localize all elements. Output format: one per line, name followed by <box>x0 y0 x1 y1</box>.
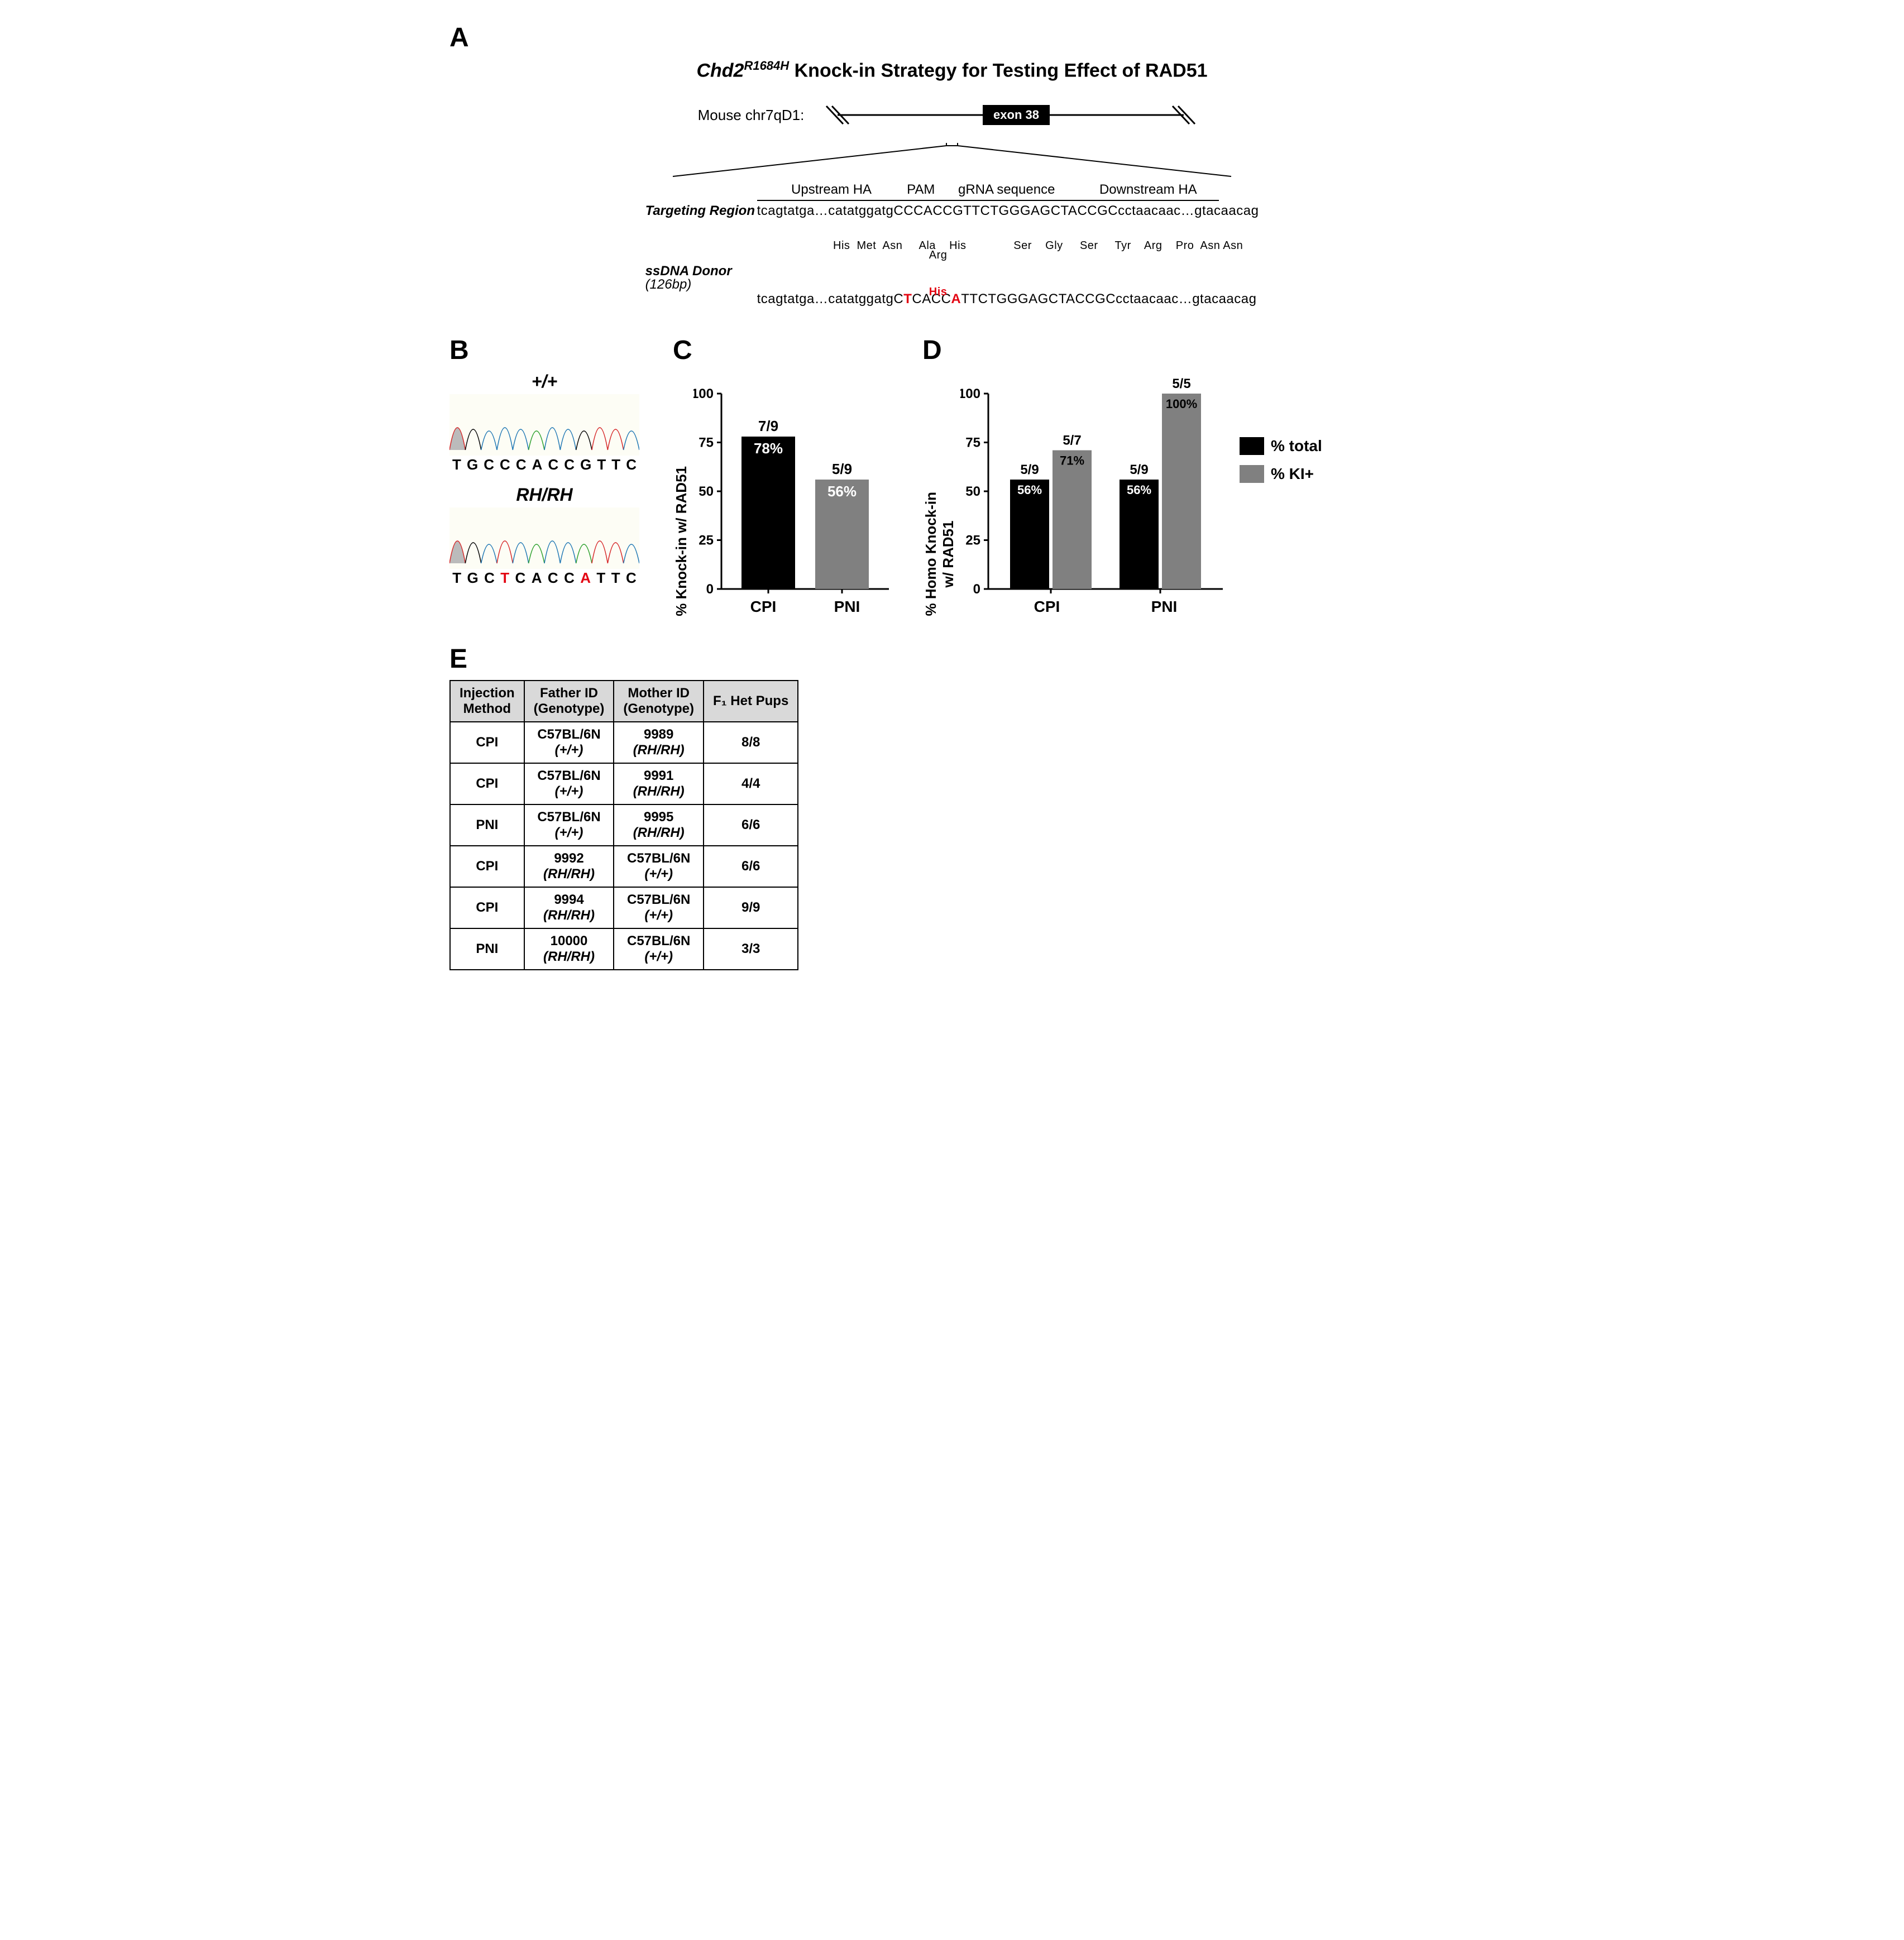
panel-c-label: C <box>673 335 889 366</box>
panel-e-label: E <box>449 644 1455 674</box>
chromatogram-rh-title: RH/RH <box>449 485 639 505</box>
legend-item: % total <box>1240 437 1322 455</box>
table-header: Mother ID(Genotype) <box>614 681 704 722</box>
svg-text:100%: 100% <box>1166 397 1197 411</box>
chromatogram-rh: RH/RH TGCTCACCATTC <box>449 485 639 587</box>
svg-text:7/9: 7/9 <box>758 418 778 434</box>
svg-text:25: 25 <box>965 533 980 548</box>
legend-item: % KI+ <box>1240 465 1322 483</box>
svg-text:5/5: 5/5 <box>1172 376 1190 391</box>
table-row: PNI C57BL/6N(+/+) 9995(RH/RH) 6/6 <box>450 804 798 846</box>
bracket-svg <box>561 143 1343 182</box>
svg-text:71%: 71% <box>1060 454 1084 468</box>
breeding-table: InjectionMethodFather ID(Genotype)Mother… <box>449 680 798 970</box>
svg-text:78%: 78% <box>754 440 783 457</box>
panel-a-title: Chd2R1684H Knock-in Strategy for Testing… <box>449 59 1455 82</box>
panel-b-label: B <box>449 335 639 366</box>
panel-d: D % Homo Knock-inw/ RAD51 0 25 50 75 100 5/9 5… <box>922 335 1322 616</box>
table-row: CPI C57BL/6N(+/+) 9989(RH/RH) 8/8 <box>450 722 798 763</box>
table-header: InjectionMethod <box>450 681 524 722</box>
chromosome-diagram: Mouse chr7qD1: exon 38 <box>449 98 1455 132</box>
table-row: CPI C57BL/6N(+/+) 9991(RH/RH) 4/4 <box>450 763 798 804</box>
svg-text:75: 75 <box>699 435 714 451</box>
svg-text:0: 0 <box>706 582 714 595</box>
panel-c: C % Knock-in w/ RAD51 0 25 50 75 100 7/9 78% 5/… <box>673 335 889 616</box>
panel-a-label: A <box>449 22 1455 53</box>
chart-d-ylabel: % Homo Knock-inw/ RAD51 <box>922 492 957 616</box>
chart-c-wrap: % Knock-in w/ RAD51 0 25 50 75 100 7/9 78% 5/9 5… <box>673 371 889 616</box>
svg-text:50: 50 <box>699 484 714 499</box>
table-row: PNI 10000(RH/RH) C57BL/6N(+/+) 3/3 <box>450 928 798 970</box>
chart-c-ylabel: % Knock-in w/ RAD51 <box>673 466 690 616</box>
chart-d: 02550751005/956%5/771%5/956%5/5100%CPIPN… <box>960 371 1223 616</box>
svg-text:56%: 56% <box>827 483 857 500</box>
table-header: Father ID(Genotype) <box>524 681 614 722</box>
svg-text:56%: 56% <box>1127 483 1151 497</box>
svg-text:5/9: 5/9 <box>1020 462 1039 477</box>
chromatogram-rh-plot: TGCTCACCATTC <box>449 507 639 587</box>
svg-text:0: 0 <box>973 582 980 595</box>
svg-text:56%: 56% <box>1017 483 1042 497</box>
chromosome-svg: exon 38 <box>815 98 1206 132</box>
chart-d-wrap: % Homo Knock-inw/ RAD51 0 25 50 75 100 5/9 56%… <box>922 371 1322 616</box>
svg-text:exon 38: exon 38 <box>993 108 1039 122</box>
figure-root: A Chd2R1684H Knock-in Strategy for Testi… <box>449 22 1455 970</box>
chart-d-legend: % total % KI+ <box>1240 437 1322 483</box>
panel-a: A Chd2R1684H Knock-in Strategy for Testi… <box>449 22 1455 307</box>
svg-text:25: 25 <box>699 533 714 548</box>
table-row: CPI 9992(RH/RH) C57BL/6N(+/+) 6/6 <box>450 846 798 887</box>
svg-text:5/9: 5/9 <box>832 461 852 477</box>
panel-d-label: D <box>922 335 1322 366</box>
chromosome-label: Mouse chr7qD1: <box>698 107 805 124</box>
chromatogram-wt-plot: TGCCCACCGTTC <box>449 394 639 473</box>
chromatogram-wt-title: +/+ <box>449 371 639 392</box>
svg-text:50: 50 <box>965 484 980 499</box>
chart-c: 02550751007/978%5/956%CPIPNI <box>693 371 889 616</box>
table-row: CPI 9994(RH/RH) C57BL/6N(+/+) 9/9 <box>450 887 798 928</box>
svg-text:5/9: 5/9 <box>1130 462 1148 477</box>
panel-e: E InjectionMethodFather ID(Genotype)Moth… <box>449 644 1455 970</box>
panel-b: B +/+ TGCCCACCGTTC RH/RH TGCTCACCATTC <box>449 335 639 587</box>
svg-text:100: 100 <box>693 386 714 401</box>
row-bcd: B +/+ TGCCCACCGTTC RH/RH TGCTCACCATTC C … <box>449 335 1455 616</box>
svg-text:5/7: 5/7 <box>1063 433 1081 448</box>
svg-text:75: 75 <box>965 435 980 451</box>
svg-text:100: 100 <box>960 386 980 401</box>
sequence-block: Targeting Region Upstream HA PAM gRNA se… <box>645 182 1259 307</box>
table-header: F₁ Het Pups <box>704 681 798 722</box>
chromatogram-wt: +/+ TGCCCACCGTTC <box>449 371 639 473</box>
